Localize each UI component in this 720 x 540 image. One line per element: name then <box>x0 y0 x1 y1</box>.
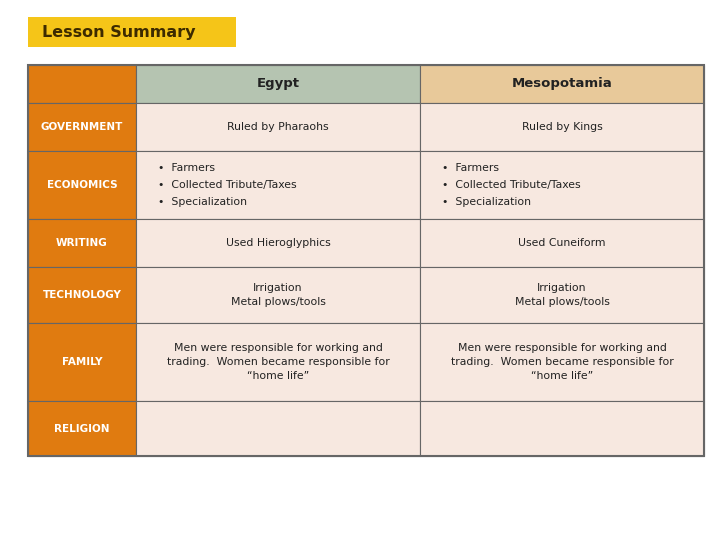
Text: Egypt: Egypt <box>256 78 300 91</box>
Text: •  Farmers: • Farmers <box>158 163 215 173</box>
Bar <box>420 267 704 323</box>
Text: ECONOMICS: ECONOMICS <box>47 180 117 190</box>
Text: Irrigation
Metal plows/tools: Irrigation Metal plows/tools <box>515 283 609 307</box>
Text: Irrigation
Metal plows/tools: Irrigation Metal plows/tools <box>230 283 325 307</box>
Bar <box>136 401 420 456</box>
Bar <box>28 65 704 456</box>
Bar <box>420 219 704 267</box>
Text: FAMILY: FAMILY <box>62 357 102 367</box>
Text: TECHNOLOGY: TECHNOLOGY <box>42 290 122 300</box>
Text: GOVERNMENT: GOVERNMENT <box>41 122 123 132</box>
Text: Men were responsible for working and
trading.  Women became responsible for
“hom: Men were responsible for working and tra… <box>166 343 390 381</box>
Bar <box>420 323 704 401</box>
Text: •  Farmers: • Farmers <box>442 163 499 173</box>
Bar <box>420 103 704 151</box>
Bar <box>136 151 420 219</box>
Text: Used Cuneiform: Used Cuneiform <box>518 238 606 248</box>
Text: •  Collected Tribute/Taxes: • Collected Tribute/Taxes <box>442 180 580 190</box>
Text: Ruled by Kings: Ruled by Kings <box>521 122 603 132</box>
Bar <box>420 151 704 219</box>
Bar <box>28 17 236 47</box>
Text: RELIGION: RELIGION <box>54 423 109 434</box>
Text: Men were responsible for working and
trading.  Women became responsible for
“hom: Men were responsible for working and tra… <box>451 343 673 381</box>
Bar <box>28 267 136 323</box>
Bar <box>28 151 136 219</box>
Bar <box>28 323 136 401</box>
Bar <box>136 323 420 401</box>
Bar <box>28 219 136 267</box>
Text: •  Specialization: • Specialization <box>158 197 247 207</box>
Bar <box>136 65 420 103</box>
Text: Lesson Summary: Lesson Summary <box>42 24 196 39</box>
Bar <box>136 219 420 267</box>
Text: •  Collected Tribute/Taxes: • Collected Tribute/Taxes <box>158 180 297 190</box>
Text: Used Hieroglyphics: Used Hieroglyphics <box>225 238 330 248</box>
Bar <box>420 401 704 456</box>
Bar <box>136 267 420 323</box>
Text: •  Specialization: • Specialization <box>442 197 531 207</box>
Bar <box>28 103 136 151</box>
Bar <box>420 65 704 103</box>
Text: Ruled by Pharaohs: Ruled by Pharaohs <box>228 122 329 132</box>
Bar <box>28 65 136 103</box>
Bar <box>28 401 136 456</box>
Text: Mesopotamia: Mesopotamia <box>512 78 613 91</box>
Text: WRITING: WRITING <box>56 238 108 248</box>
Bar <box>136 103 420 151</box>
